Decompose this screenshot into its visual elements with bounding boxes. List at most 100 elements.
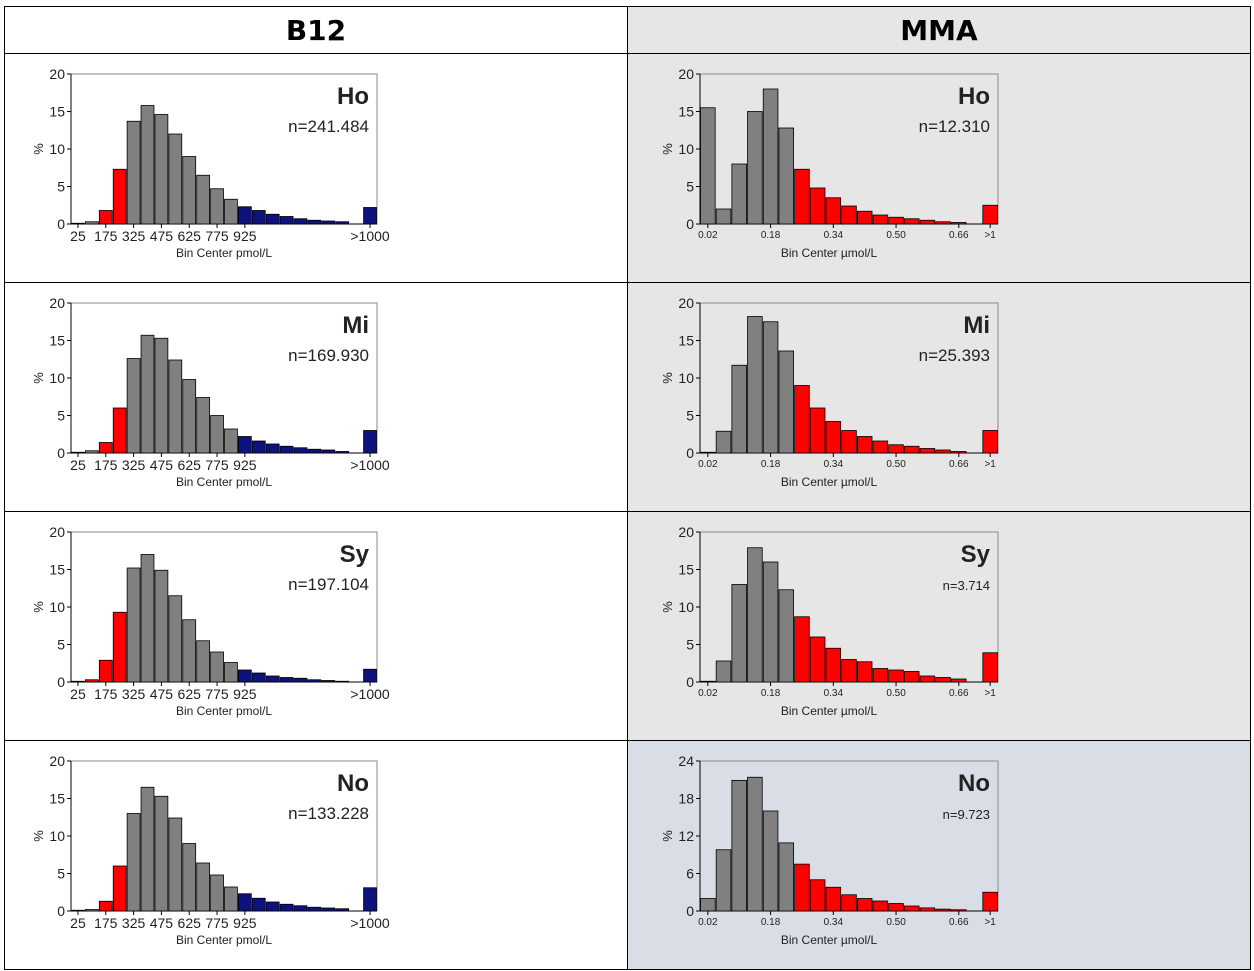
row-mi: 0 5 10 15 20 25 175 325 475 625 775 925 >1000 Bin Cen… — [4, 282, 1251, 512]
bar — [856, 898, 873, 912]
y-tick-label: 5 — [57, 637, 65, 653]
x-tick-label: 925 — [233, 457, 257, 473]
bar — [210, 874, 224, 912]
y-tick-label: 0 — [57, 445, 65, 461]
x-tick-label: 925 — [233, 228, 257, 244]
bar — [888, 669, 904, 683]
bar — [919, 675, 936, 683]
y-tick-label: 20 — [49, 753, 65, 769]
bar — [935, 449, 951, 454]
bar — [841, 894, 857, 912]
bar — [903, 445, 920, 454]
bar — [903, 218, 920, 225]
bar — [126, 120, 141, 225]
x-tick-label: 25 — [70, 915, 86, 931]
bar — [363, 207, 377, 225]
x-tick-label: 775 — [205, 457, 229, 473]
header-b12: B12 — [4, 6, 628, 54]
bar — [335, 221, 350, 225]
y-tick-label: 20 — [49, 524, 65, 540]
y-tick-label: 15 — [49, 791, 65, 807]
bar — [224, 886, 238, 912]
bar — [126, 567, 141, 683]
bar — [182, 379, 197, 454]
cell-b12-no: 0 5 10 15 20 25 175 325 475 625 775 925 >1000 Bin Cen… — [4, 740, 628, 970]
y-tick-label: 5 — [57, 866, 65, 882]
bar — [238, 436, 252, 454]
sample-size-label: n=241.484 — [288, 117, 369, 136]
y-tick-label: 0 — [686, 216, 694, 232]
x-axis-label: Bin Center pmol/L — [176, 246, 272, 260]
cell-b12-ho: 0 5 10 15 20 25 175 325 475 625 775 925 >1000 Bin Cen… — [4, 53, 628, 283]
x-tick-label: 325 — [122, 228, 146, 244]
bar — [196, 397, 210, 454]
x-tick-label: 775 — [205, 686, 229, 702]
x-axis-label: Bin Center µmol/L — [781, 933, 878, 947]
bar — [126, 813, 141, 912]
bar — [279, 903, 294, 912]
x-tick-label: 0.18 — [761, 688, 781, 699]
bar — [747, 111, 763, 225]
x-tick-label: 0.34 — [824, 230, 844, 241]
bar — [293, 447, 308, 454]
bar — [85, 679, 99, 683]
x-tick-label: 325 — [122, 915, 146, 931]
bar — [841, 205, 857, 225]
y-axis-label: % — [660, 143, 675, 155]
x-tick-label: 475 — [150, 228, 174, 244]
x-tick-label: 475 — [150, 686, 174, 702]
group-label: No — [337, 770, 369, 797]
cell-b12-sy: 0 5 10 15 20 25 175 325 475 625 775 925 >1000 Bin Cen… — [4, 511, 628, 741]
bar — [98, 442, 113, 454]
bar — [935, 908, 951, 912]
bar — [224, 428, 238, 454]
x-tick-label: 0.02 — [698, 230, 718, 241]
bar — [731, 779, 747, 912]
bar — [154, 569, 169, 683]
bar — [71, 222, 85, 225]
bar — [700, 107, 716, 225]
bar — [888, 216, 904, 225]
y-tick-label: 0 — [686, 445, 694, 461]
bar — [98, 900, 113, 912]
x-tick-label: 0.18 — [761, 459, 781, 470]
bar — [872, 214, 889, 225]
x-axis-label: Bin Center pmol/L — [176, 704, 272, 718]
bar — [293, 677, 308, 683]
bar — [762, 561, 779, 683]
x-axis-label: Bin Center µmol/L — [781, 475, 878, 489]
x-tick-label: 775 — [205, 915, 229, 931]
y-tick-label: 10 — [49, 599, 65, 615]
y-tick-label: 24 — [678, 753, 694, 769]
sample-size-label: n=25.393 — [919, 346, 990, 365]
bar — [809, 879, 826, 912]
y-tick-label: 15 — [49, 562, 65, 578]
y-tick-label: 15 — [678, 104, 694, 120]
y-tick-label: 20 — [678, 66, 694, 82]
y-axis-label: % — [31, 601, 46, 613]
bar — [71, 909, 85, 912]
group-label: Sy — [961, 541, 991, 568]
bar — [140, 786, 155, 912]
y-tick-label: 6 — [686, 866, 694, 882]
y-tick-label: 10 — [49, 828, 65, 844]
x-tick-label: 0.18 — [761, 917, 781, 928]
x-tick-label: 625 — [178, 686, 202, 702]
bar — [935, 221, 951, 225]
y-tick-label: 10 — [678, 370, 694, 386]
x-tick-label: 0.66 — [949, 917, 969, 928]
bar — [903, 671, 920, 683]
cell-mma-ho: 0 5 10 15 20 0.02 0.18 0.34 0.50 0.66 >1 Bin Center… — [627, 53, 1251, 283]
bar — [335, 680, 350, 683]
y-axis-label: % — [660, 830, 675, 842]
bar — [71, 680, 85, 683]
x-axis-label: Bin Center µmol/L — [781, 704, 878, 718]
bar — [307, 219, 322, 225]
bar — [903, 905, 920, 912]
y-tick-label: 5 — [57, 408, 65, 424]
bar — [363, 668, 377, 683]
bar — [224, 198, 238, 225]
cell-mma-no: 0 6 12 18 24 0.02 0.18 0.34 0.50 0.66 >1 Bin Center… — [627, 740, 1251, 970]
bar — [140, 334, 155, 454]
bar — [335, 451, 350, 454]
